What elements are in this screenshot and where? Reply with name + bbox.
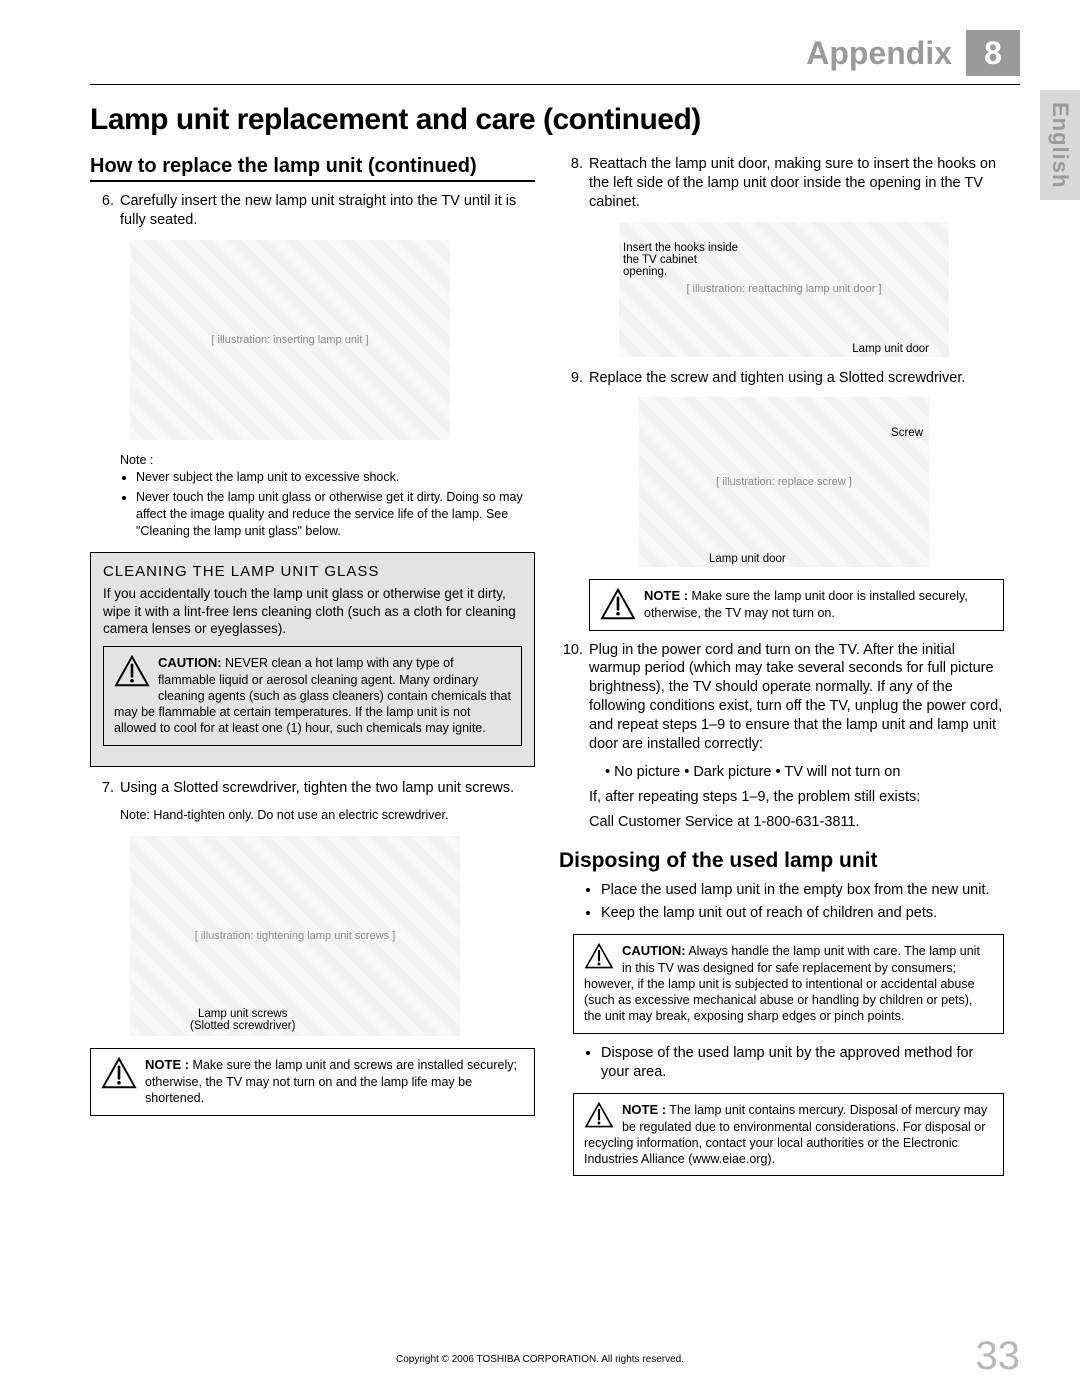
note-label: Note : (120, 453, 153, 467)
list-item: Place the used lamp unit in the empty bo… (601, 881, 1004, 901)
note-bullet: Never subject the lamp unit to excessive… (136, 469, 535, 486)
step-text: Plug in the power cord and turn on the T… (589, 641, 1004, 754)
step-number: 7. (90, 779, 114, 798)
header-rule (90, 84, 1020, 85)
step-7-note: Note: Hand-tighten only. Do not use an e… (120, 807, 535, 824)
note-lead: NOTE : (644, 588, 688, 603)
note-block-1: Note : Never subject the lamp unit to ex… (120, 452, 535, 540)
figure-label: Lamp unit door (852, 343, 929, 355)
page-number: 33 (976, 1334, 1021, 1379)
list-item: Dispose of the used lamp unit by the app… (601, 1044, 1004, 1083)
note-lead: NOTE : (145, 1057, 189, 1072)
caution-box-2: CAUTION: Always handle the lamp unit wit… (573, 934, 1004, 1034)
step-number: 8. (559, 155, 583, 212)
caution-lead: CAUTION: (158, 655, 222, 670)
warning-icon (114, 655, 150, 687)
figure-alt: [ illustration: inserting lamp unit ] (211, 334, 368, 346)
list-item: Keep the lamp unit out of reach of child… (601, 904, 1004, 924)
chapter-number: 8 (966, 30, 1020, 76)
figure-label: Lamp unit door (709, 553, 786, 565)
figure-replace-screw: [ illustration: replace screw ] Screw La… (639, 397, 929, 567)
customer-service-line: Call Customer Service at 1-800-631-3811. (589, 813, 1004, 833)
step-text: Reattach the lamp unit door, making sure… (589, 155, 1004, 212)
caution-lead: CAUTION: (622, 943, 686, 958)
warning-icon (584, 943, 614, 969)
cleaning-panel: CLEANING THE LAMP UNIT GLASS If you acci… (90, 552, 535, 767)
cleaning-body: If you accidentally touch the lamp unit … (103, 585, 522, 638)
figure-label: Lamp unit screws (Slotted screwdriver) (190, 1008, 295, 1032)
step-text: Carefully insert the new lamp unit strai… (120, 192, 535, 230)
followup-line: If, after repeating steps 1–9, the probl… (589, 788, 1004, 808)
section-title-dispose: Disposing of the used lamp unit (559, 849, 1004, 873)
step-number: 9. (559, 369, 583, 388)
figure-alt: [ illustration: replace screw ] (716, 476, 852, 488)
dispose-bullets-2: Dispose of the used lamp unit by the app… (559, 1044, 1004, 1083)
step-text: Replace the screw and tighten using a Sl… (589, 369, 1004, 388)
step-8: 8. Reattach the lamp unit door, making s… (559, 155, 1004, 212)
language-tab: English (1040, 90, 1080, 200)
warning-icon (101, 1057, 137, 1089)
figure-reattach-door: [ illustration: reattaching lamp unit do… (619, 222, 949, 357)
cleaning-title: CLEANING THE LAMP UNIT GLASS (103, 563, 522, 580)
note-text: Make sure the lamp unit and screws are i… (145, 1058, 517, 1105)
copyright: Copyright © 2006 TOSHIBA CORPORATION. Al… (0, 1354, 1080, 1365)
section-title-replace: How to replace the lamp unit (continued) (90, 155, 535, 182)
right-column: 8. Reattach the lamp unit door, making s… (559, 155, 1004, 1186)
figure-insert-lamp: [ illustration: inserting lamp unit ] (130, 240, 450, 440)
note-box-4: NOTE : The lamp unit contains mercury. D… (573, 1093, 1004, 1177)
note-lead: NOTE : (622, 1102, 666, 1117)
note-bullet: Never touch the lamp unit glass or other… (136, 489, 535, 540)
header: Appendix 8 (90, 30, 1020, 76)
page-title: Lamp unit replacement and care (continue… (90, 103, 1020, 137)
note-box-3: NOTE : Make sure the lamp unit door is i… (589, 579, 1004, 630)
figure-alt: [ illustration: reattaching lamp unit do… (686, 283, 881, 295)
step-7: 7. Using a Slotted screwdriver, tighten … (90, 779, 535, 798)
note-box-2: NOTE : Make sure the lamp unit and screw… (90, 1048, 535, 1115)
step-number: 6. (90, 192, 114, 230)
dispose-bullets-1: Place the used lamp unit in the empty bo… (559, 881, 1004, 924)
inline-bullet-conditions: • No picture • Dark picture • TV will no… (605, 764, 1004, 780)
left-column: How to replace the lamp unit (continued)… (90, 155, 535, 1186)
figure-tighten-screws: [ illustration: tightening lamp unit scr… (130, 836, 460, 1036)
note-text: Make sure the lamp unit door is installe… (644, 589, 968, 620)
warning-icon (584, 1102, 614, 1128)
step-number: 10. (559, 641, 583, 754)
step-6: 6. Carefully insert the new lamp unit st… (90, 192, 535, 230)
step-10: 10. Plug in the power cord and turn on t… (559, 641, 1004, 754)
step-9: 9. Replace the screw and tighten using a… (559, 369, 1004, 388)
warning-icon (600, 588, 636, 620)
appendix-label: Appendix (806, 35, 952, 72)
figure-alt: [ illustration: tightening lamp unit scr… (195, 930, 396, 942)
figure-label: Insert the hooks inside the TV cabinet o… (623, 242, 743, 278)
caution-box-1: CAUTION: NEVER clean a hot lamp with any… (103, 646, 522, 746)
step-text: Using a Slotted screwdriver, tighten the… (120, 779, 535, 798)
figure-label: Screw (891, 427, 923, 439)
